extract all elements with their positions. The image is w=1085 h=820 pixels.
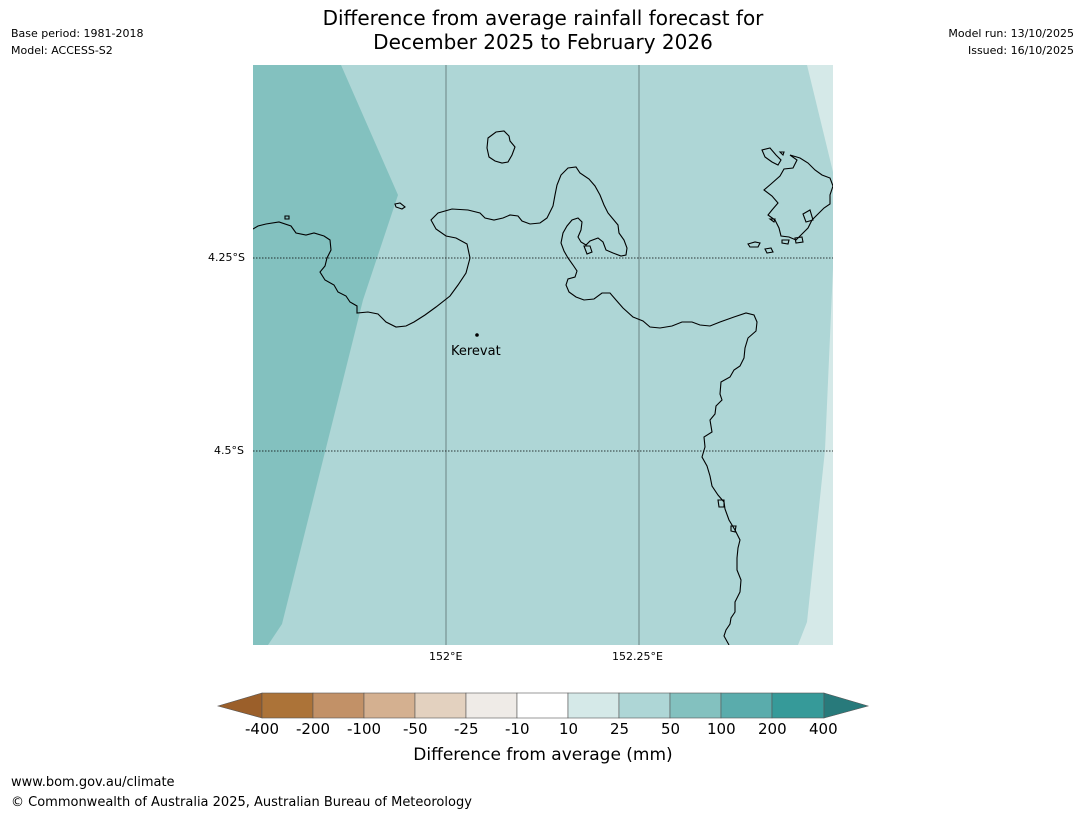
gridlines (253, 65, 833, 645)
colorbar-cell-10 (720, 692, 773, 719)
model-run-text: Model run: 13/10/2025 (948, 27, 1074, 40)
coastline-west (253, 166, 758, 645)
colorbar-tick-label: -25 (454, 720, 479, 738)
colorbar-tick-label: 10 (559, 720, 579, 738)
title-line-2: December 2025 to February 2026 (373, 30, 713, 54)
run-info: Model run: 13/10/2025 Issued: 16/10/2025 (948, 25, 1074, 59)
colorbar-tick-label: 25 (610, 720, 630, 738)
colorbar-cell-9 (669, 692, 722, 719)
latitude-label-4-25s: 4.25°S (208, 251, 245, 264)
colorbar-tick-label: -100 (347, 720, 382, 738)
latitude-label-4-5s: 4.5°S (214, 444, 244, 457)
colorbar-tick-label: -200 (296, 720, 331, 738)
colorbar-tick-label: 400 (809, 720, 838, 738)
issued-text: Issued: 16/10/2025 (967, 44, 1074, 57)
place-marker-kerevat (475, 333, 479, 337)
colorbar (216, 692, 870, 719)
islet (394, 202, 406, 210)
longitude-label-152e: 152°E (429, 650, 463, 663)
model-text: Model: ACCESS-S2 (11, 44, 113, 57)
colorbar-cell-1 (261, 692, 314, 719)
footer-copyright: © Commonwealth of Australia 2025, Austra… (11, 795, 472, 810)
base-period-text: Base period: 1981-2018 (11, 27, 144, 40)
colorbar-cell-3 (363, 692, 416, 719)
colorbar-title: Difference from average (mm) (413, 745, 673, 765)
zone-100-to-200 (253, 65, 398, 645)
colorbar-tick-label: -50 (403, 720, 428, 738)
colorbar-tick-label: 50 (661, 720, 681, 738)
colorbar-extend-low (216, 692, 263, 719)
footer-url: www.bom.gov.au/climate (11, 775, 175, 790)
colorbar-cell-2 (312, 692, 365, 719)
colorbar-tick-label: 100 (707, 720, 736, 738)
page-title: Difference from average rainfall forecas… (243, 6, 843, 54)
colorbar-cell-4 (414, 692, 467, 719)
model-info: Base period: 1981-2018 Model: ACCESS-S2 (11, 25, 143, 59)
place-label-kerevat: Kerevat (451, 344, 501, 359)
colorbar-tick-label: 200 (758, 720, 787, 738)
colorbar-cell-11 (771, 692, 825, 719)
longitude-label-152-25e: 152.25°E (612, 650, 663, 663)
colorbar-cell-5 (465, 692, 518, 719)
small-island (486, 130, 516, 164)
colorbar-cell-7 (567, 692, 620, 719)
zone-25-to-50 (807, 65, 833, 172)
coastline (253, 130, 833, 645)
northeast-islands (284, 147, 833, 533)
colorbar-tick-label: -10 (505, 720, 530, 738)
colorbar-tick-label: -400 (245, 720, 280, 738)
zone-25-to-50-east (798, 268, 833, 645)
colorbar-cell-6 (516, 692, 569, 719)
colorbar-cell-8 (618, 692, 671, 719)
title-line-1: Difference from average rainfall forecas… (322, 6, 764, 30)
colorbar-extend-high (823, 692, 870, 719)
islet-small (583, 245, 593, 255)
